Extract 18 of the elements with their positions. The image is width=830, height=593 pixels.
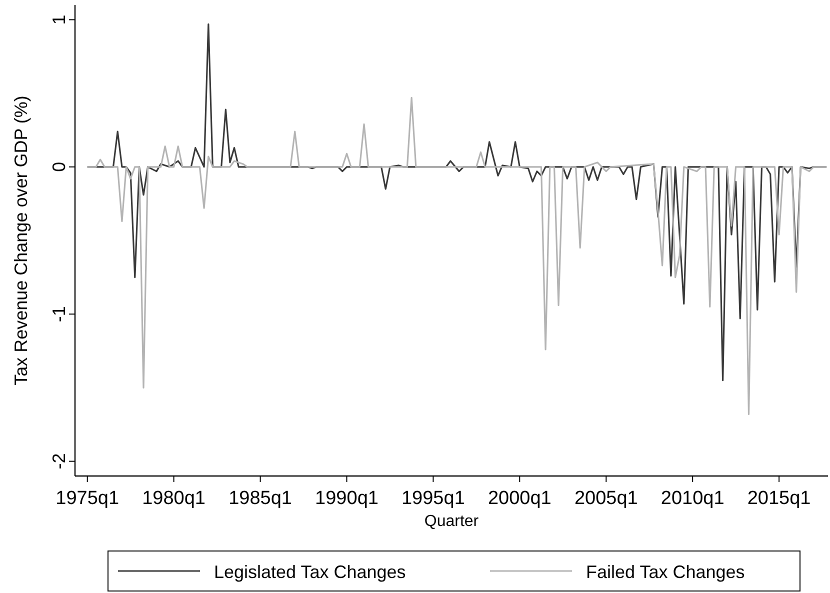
y-tick-label: 0	[49, 162, 69, 172]
y-tick-label: -1	[49, 306, 69, 322]
x-tick-label: 2005q1	[574, 488, 638, 509]
x-tick-label: 1980q1	[142, 488, 206, 509]
x-tick-label: 1975q1	[56, 488, 120, 509]
y-axis-title: Tax Revenue Change over GDP (%)	[11, 96, 31, 386]
x-axis-title: Quarter	[424, 513, 480, 530]
legend-label: Failed Tax Changes	[586, 562, 745, 582]
y-tick-label: 1	[49, 14, 69, 25]
x-tick-label: 2010q1	[660, 488, 724, 509]
y-tick-label: -2	[49, 453, 69, 470]
x-tick-label: 2015q1	[747, 488, 811, 509]
line-series	[86, 96, 828, 415]
x-tick-label: 1990q1	[315, 488, 378, 509]
legend-label: Legislated Tax Changes	[214, 562, 406, 582]
x-tick-label: 2000q1	[488, 488, 552, 509]
x-tick-label: 1995q1	[402, 488, 465, 509]
x-tick-label: 1985q1	[228, 488, 292, 509]
